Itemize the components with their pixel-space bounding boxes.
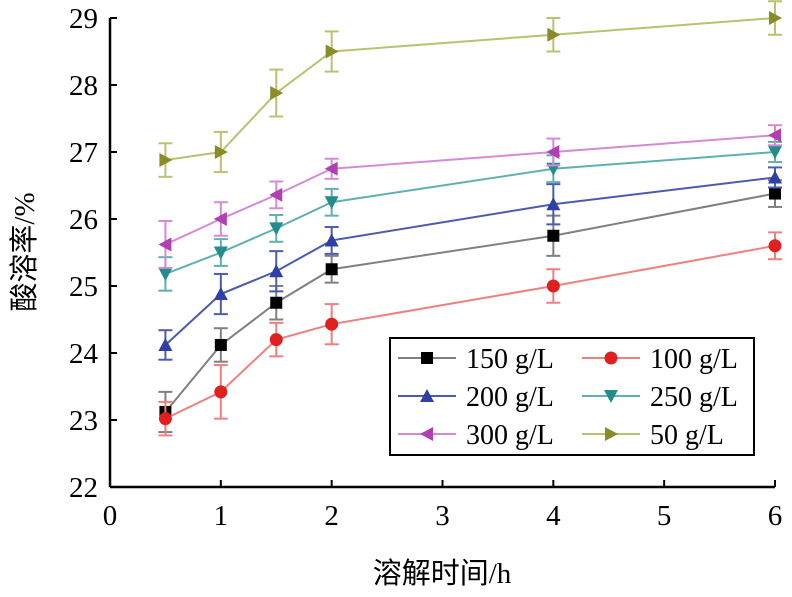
y-tick-label: 26 [69, 204, 98, 236]
x-tick-label: 4 [546, 500, 561, 532]
legend-label: 250 g/L [650, 382, 738, 413]
series-3 [158, 140, 782, 292]
data-point [158, 267, 173, 281]
data-point [547, 27, 561, 42]
data-point [325, 263, 338, 276]
data-point [213, 246, 228, 260]
series-line [165, 151, 776, 275]
series-line [164, 192, 776, 413]
data-point [325, 44, 339, 59]
data-point [324, 196, 339, 210]
legend-label: 300 g/L [466, 420, 554, 451]
legend-label: 50 g/L [650, 420, 724, 451]
data-point [324, 161, 338, 176]
legend-marker [605, 427, 618, 441]
data-point [768, 239, 782, 253]
series-line [164, 176, 776, 346]
data-point [546, 145, 560, 159]
data-point [769, 187, 781, 200]
x-tick-label: 2 [324, 500, 339, 532]
y-axis-label: 酸溶率/% [8, 192, 41, 311]
series-line [164, 244, 776, 420]
legend-item: 200 g/L [398, 382, 554, 413]
series-4 [158, 124, 782, 269]
data-point [269, 222, 284, 236]
data-point [158, 412, 172, 426]
series-1 [158, 231, 782, 437]
data-point [768, 146, 782, 159]
x-tick-label: 0 [103, 500, 118, 532]
data-point [213, 212, 227, 226]
data-point [768, 128, 781, 143]
data-point [270, 296, 283, 309]
legend-marker [420, 389, 434, 402]
data-point [269, 333, 283, 347]
y-tick-label: 29 [69, 3, 98, 35]
legend-label: 150 g/L [466, 344, 554, 375]
y-tick-label: 27 [69, 137, 98, 169]
legend-marker [421, 352, 433, 364]
data-point [547, 229, 560, 242]
legend-item: 150 g/L [398, 344, 554, 375]
data-point [158, 337, 173, 351]
data-point [158, 237, 172, 252]
legend-item: 250 g/L [582, 382, 738, 413]
legend-item: 100 g/L [582, 344, 738, 375]
y-tick-label: 28 [69, 70, 98, 102]
data-point [269, 187, 283, 202]
data-point [269, 264, 284, 278]
data-point [214, 145, 228, 159]
x-tick-label: 3 [435, 500, 450, 532]
data-point [546, 197, 561, 211]
legend: 150 g/L 100 g/L 200 g/L 250 g/L 300 g/L 50 g/… [389, 337, 755, 456]
data-point [769, 11, 782, 25]
data-point [214, 385, 228, 399]
y-tick-label: 24 [69, 338, 99, 370]
legend-label: 200 g/L [466, 382, 554, 413]
legend-marker [604, 390, 618, 403]
data-point [546, 279, 560, 293]
data-point [325, 317, 339, 331]
x-axis-label: 溶解时间/h [373, 557, 512, 590]
legend-marker [604, 351, 618, 365]
series-2 [158, 166, 782, 361]
legend-label: 100 g/L [650, 344, 738, 375]
series-layer [158, 0, 782, 437]
x-tick-label: 1 [214, 500, 229, 532]
data-point [213, 287, 228, 301]
data-point [270, 86, 284, 101]
legend-item: 300 g/L [398, 420, 554, 451]
series-5 [158, 0, 782, 178]
y-tick-label: 23 [69, 405, 98, 437]
y-tick-label: 22 [69, 472, 98, 504]
y-tick-label: 25 [69, 271, 98, 303]
data-point [324, 233, 339, 247]
data-point [214, 338, 227, 351]
data-point [159, 153, 173, 168]
data-point [768, 170, 782, 184]
series-line [164, 134, 776, 246]
legend-item: 50 g/L [582, 420, 724, 451]
legend-marker [420, 427, 433, 441]
series-line [165, 17, 776, 162]
x-tick-label: 6 [768, 500, 783, 532]
x-tick-label: 5 [657, 500, 672, 532]
